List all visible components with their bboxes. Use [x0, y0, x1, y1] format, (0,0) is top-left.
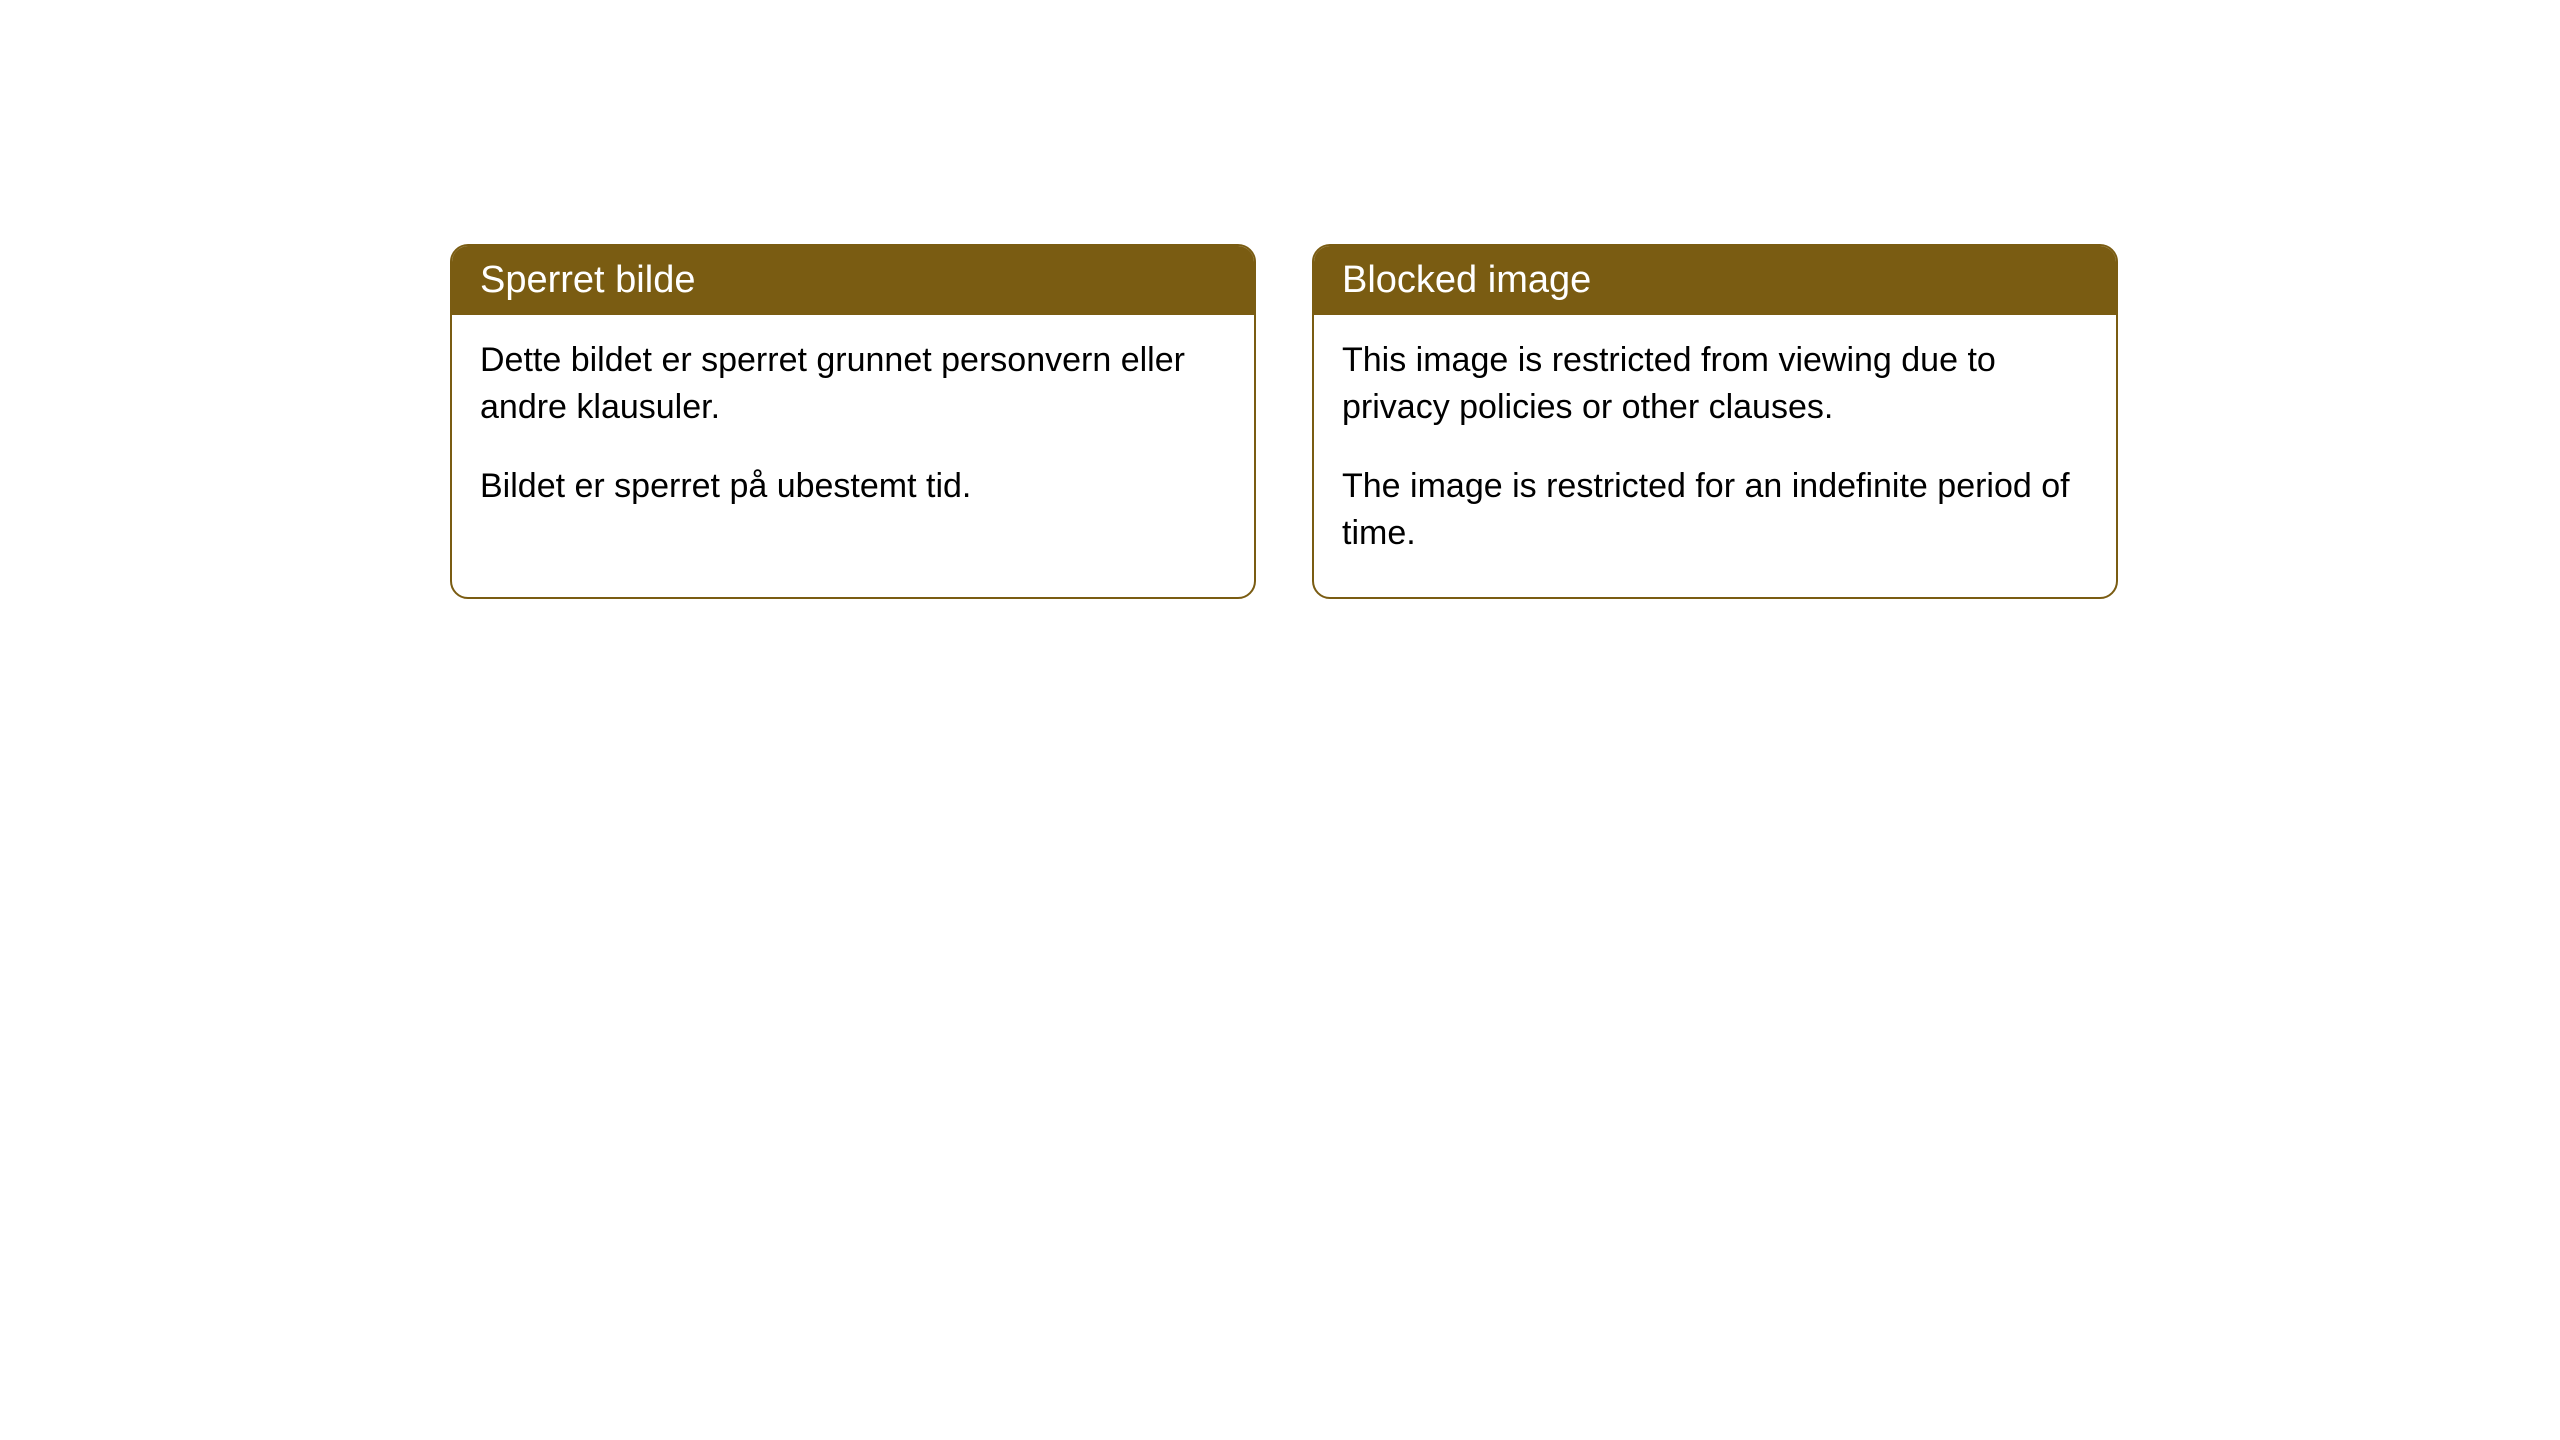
card-text-no-2: Bildet er sperret på ubestemt tid.: [480, 463, 1226, 510]
card-text-en-1: This image is restricted from viewing du…: [1342, 337, 2088, 431]
card-body-en: This image is restricted from viewing du…: [1314, 315, 2116, 597]
card-body-no: Dette bildet er sperret grunnet personve…: [452, 315, 1254, 550]
card-container: Sperret bilde Dette bildet er sperret gr…: [450, 244, 2118, 599]
card-title-no: Sperret bilde: [452, 246, 1254, 315]
card-text-no-1: Dette bildet er sperret grunnet personve…: [480, 337, 1226, 431]
card-title-en: Blocked image: [1314, 246, 2116, 315]
blocked-image-card-no: Sperret bilde Dette bildet er sperret gr…: [450, 244, 1256, 599]
blocked-image-card-en: Blocked image This image is restricted f…: [1312, 244, 2118, 599]
card-text-en-2: The image is restricted for an indefinit…: [1342, 463, 2088, 557]
